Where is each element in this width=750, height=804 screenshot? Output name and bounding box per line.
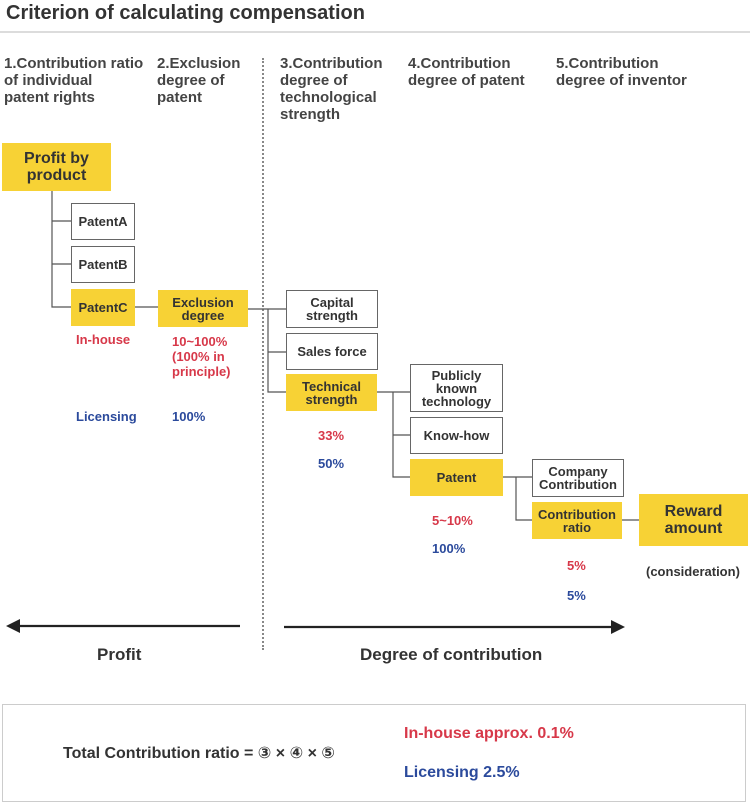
contribution-ratio-box: Contribution ratio [532,502,622,539]
company-contribution-box: Company Contribution [532,459,624,497]
profit-by-product-box: Profit by product [2,143,111,191]
technical-strength-box: Technical strength [286,374,377,411]
exclusion-in-house-value: 10~100% (100% in principle) [172,334,231,379]
column-header-4: 4.Contribution degree of patent [408,55,525,89]
patent-in-house-value: 5~10% [432,513,473,528]
column-header-1: 1.Contribution ratio of individual paten… [4,55,144,106]
summary-panel [2,704,746,802]
connector-lines [6,190,639,634]
exclusion-degree-box: Exclusion degree [158,290,248,327]
tech-licensing-value: 50% [318,456,345,471]
patent-b-box: PatentB [71,246,135,283]
column-header-5: 5.Contribution degree of inventor [556,55,687,89]
capital-strength-box: Capital strength [286,290,378,328]
exclusion-licensing-value: 100% [172,409,206,424]
publicly-known-technology-box: Publicly known technology [410,364,503,412]
know-how-box: Know-how [410,417,503,454]
profit-axis-label: Profit [97,645,142,664]
patent-box: Patent [410,459,503,496]
reward-amount-box: Reward amount [639,494,748,546]
patent-licensing-value: 100% [432,541,466,556]
column-header-3: 3.Contribution degree of technological s… [280,55,383,123]
page-title: Criterion of calculating compensation [6,2,365,24]
sales-force-box: Sales force [286,333,378,370]
total-contribution-formula: Total Contribution ratio = ③ × ④ × ⑤ [63,745,335,762]
section-divider [262,58,264,650]
consideration-label: (consideration) [646,564,740,579]
licensing-label: Licensing [76,409,137,424]
tech-in-house-value: 33% [318,428,345,443]
patent-c-box: PatentC [71,289,135,326]
footer-licensing-result: Licensing 2.5% [404,764,520,781]
in-house-label: In-house [76,332,131,347]
degree-of-contribution-axis-label: Degree of contribution [360,645,543,664]
column-header-2: 2.Exclusion degree of patent [157,55,241,106]
title-divider [0,31,750,33]
inventor-in-house-value: 5% [567,558,586,573]
inventor-licensing-value: 5% [567,588,586,603]
footer-in-house-result: In-house approx. 0.1% [404,725,574,742]
patent-a-box: PatentA [71,203,135,240]
